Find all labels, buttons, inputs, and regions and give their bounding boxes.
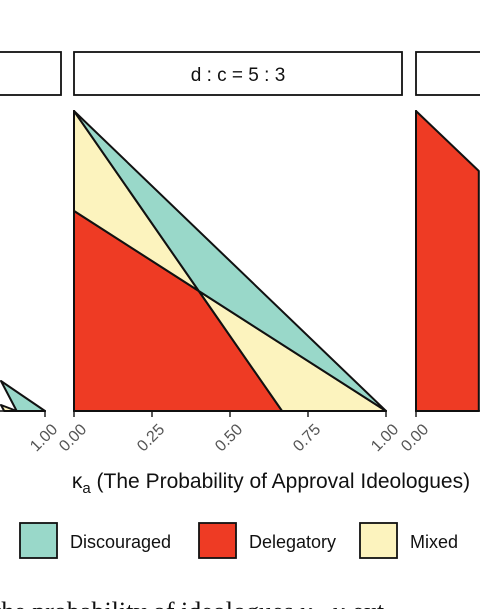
strip-label: d : c = 5 : 3 bbox=[191, 65, 286, 86]
legend-label: Delegatory bbox=[249, 532, 336, 552]
legend-label: Discouraged bbox=[70, 532, 171, 552]
legend-label: Mixed bbox=[410, 532, 458, 552]
legend-item-discouraged: Discouraged bbox=[19, 522, 171, 559]
x-tick-label: 0.75 bbox=[290, 421, 324, 455]
x-tick-label: 0.00 bbox=[56, 421, 90, 455]
regions-panel-3 bbox=[415, 110, 480, 412]
legend-swatch bbox=[359, 522, 398, 559]
x-tick-label: 1.00 bbox=[27, 421, 61, 455]
legend-swatch bbox=[19, 522, 58, 559]
legend-swatch bbox=[198, 522, 237, 559]
facet-panel-1 bbox=[0, 51, 62, 412]
x-tick-label: 0.25 bbox=[134, 421, 168, 455]
facet-strip-1 bbox=[0, 51, 62, 96]
figure-caption: the probability of ideologues κ , κ ext bbox=[0, 588, 480, 609]
legend-item-delegatory: Delegatory bbox=[198, 522, 336, 559]
strip-box bbox=[0, 51, 62, 96]
regions-panel-2 bbox=[73, 110, 387, 412]
x-tick-label: 0.50 bbox=[212, 421, 246, 455]
facet-strip-3 bbox=[415, 51, 480, 96]
region-discouraged bbox=[73, 110, 387, 412]
panels-layer: d : c = 5 : 3 bbox=[0, 51, 480, 412]
facet-panel-2: d : c = 5 : 3 bbox=[73, 51, 403, 412]
regions-panel-1 bbox=[0, 380, 46, 412]
facet-strip-2: d : c = 5 : 3 bbox=[73, 51, 403, 96]
x-axis-title: κa (The Probability of Approval Ideologu… bbox=[72, 470, 470, 497]
facet-panel-3 bbox=[415, 51, 480, 412]
legend-item-mixed: Mixed bbox=[359, 522, 458, 559]
x-tick-label: 1.00 bbox=[368, 421, 402, 455]
x-tick-label: 0.00 bbox=[398, 421, 432, 455]
facet-chart: d : c = 5 : 3 1.000.00 0.25 0.50 0.75 1.000.… bbox=[0, 51, 480, 559]
strip-box bbox=[73, 51, 403, 96]
caption-text: the probability of ideologues κ , κ ext bbox=[0, 592, 384, 609]
ticks-layer: 1.000.00 0.25 0.50 0.75 1.000.00 bbox=[27, 411, 432, 455]
strip-box bbox=[415, 51, 480, 96]
region-delegatory bbox=[415, 110, 480, 412]
legend: Discouraged Delegatory Mixed bbox=[19, 522, 458, 559]
